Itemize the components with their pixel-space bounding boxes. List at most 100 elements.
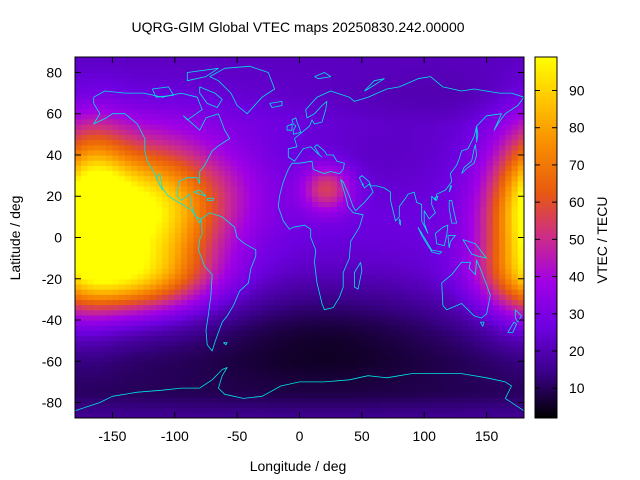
heatmap-cell [87,139,95,146]
heatmap-cell [168,402,176,409]
heatmap-cell [455,258,463,264]
heatmap-cell [330,371,338,378]
heatmap-cell [318,191,326,197]
heatmap-cell [411,289,419,295]
heatmap-cell [149,191,157,197]
heatmap-cell [174,381,182,388]
heatmap-cell [106,376,114,383]
heatmap-cell [343,113,350,120]
heatmap-cell [199,62,207,68]
heatmap-cell [149,304,157,311]
heatmap-cell [293,165,301,172]
heatmap-cell [187,294,195,300]
heatmap-cell [442,154,450,161]
heatmap-cell [280,211,288,218]
heatmap-cell [87,175,95,182]
heatmap-cell [361,258,369,264]
heatmap-cell [305,170,313,177]
heatmap-cell [511,185,519,192]
heatmap-cell [293,201,301,208]
heatmap-cell [118,309,126,316]
heatmap-cell [299,206,307,213]
heatmap-cell [75,309,82,316]
heatmap-cell [287,412,294,418]
heatmap-cell [156,154,163,161]
heatmap-cell [330,350,338,357]
heatmap-cell [380,170,388,177]
heatmap-cell [237,191,244,197]
heatmap-cell [343,103,350,110]
heatmap-cell [224,216,232,223]
heatmap-cell [480,330,488,337]
heatmap-cell [274,191,282,197]
heatmap-cell [218,278,226,285]
heatmap-cell [330,144,338,151]
heatmap-cell [480,82,488,89]
heatmap-cell [199,118,207,125]
heatmap-cell [486,366,494,373]
heatmap-cell [212,154,220,161]
heatmap-cell [380,149,388,156]
heatmap-cell [436,366,444,373]
heatmap-cell [262,252,269,259]
heatmap-cell [118,57,126,63]
heatmap-cell [249,139,257,146]
heatmap-cell [149,108,157,115]
heatmap-cell [355,407,363,414]
heatmap-cell [255,345,263,352]
heatmap-cell [162,62,170,68]
heatmap-cell [112,320,120,326]
heatmap-cell [249,124,257,130]
heatmap-cell [280,149,288,156]
heatmap-cell [417,247,425,254]
heatmap-cell [131,304,138,311]
heatmap-cell [106,196,114,202]
heatmap-cell [349,381,357,388]
heatmap-cell [455,314,463,321]
heatmap-cell [99,201,107,208]
heatmap-cell [299,67,307,74]
heatmap-cell [218,289,226,295]
heatmap-cell [274,412,282,418]
heatmap-cell [467,196,475,202]
heatmap-cell [87,113,95,120]
heatmap-cell [393,185,400,192]
heatmap-cell [474,412,481,418]
heatmap-cell [368,340,375,347]
heatmap-cell [467,412,475,418]
heatmap-cell [305,139,313,146]
heatmap-cell [361,325,369,331]
heatmap-cell [118,113,126,120]
heatmap-cell [212,340,220,347]
heatmap-cell [81,129,89,135]
heatmap-cell [75,381,82,388]
heatmap-cell [492,139,500,146]
heatmap-cell [436,124,444,130]
heatmap-cell [442,118,450,125]
heatmap-cell [274,160,282,166]
heatmap-cell [336,412,344,418]
heatmap-cell [99,335,107,342]
heatmap-cell [424,118,432,125]
heatmap-cell [299,366,307,373]
heatmap-cell [380,62,388,68]
heatmap-cell [442,335,450,342]
heatmap-cell [449,335,457,342]
heatmap-cell [280,242,288,249]
heatmap-cell [368,165,375,172]
heatmap-cell [330,247,338,254]
heatmap-cell [243,67,251,74]
heatmap-cell [287,304,294,311]
heatmap-cell [330,185,338,192]
heatmap-cell [430,242,438,249]
heatmap-cell [511,232,519,239]
heatmap-cell [430,185,438,192]
heatmap-cell [393,376,400,383]
heatmap-cell [143,103,151,110]
heatmap-cell [405,376,413,383]
heatmap-cell [181,216,188,223]
heatmap-cell [230,366,238,373]
heatmap-cell [81,191,89,197]
heatmap-cell [480,185,488,192]
heatmap-cell [424,330,432,337]
